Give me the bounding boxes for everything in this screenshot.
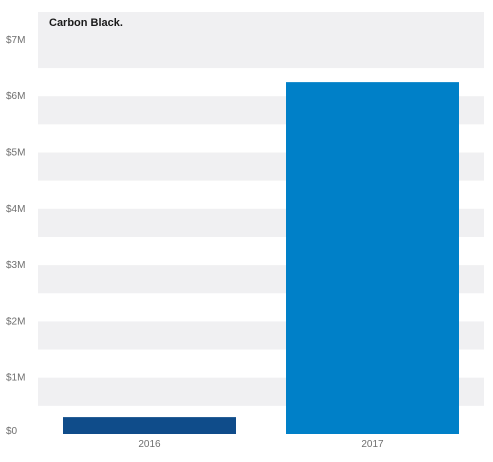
grid-band [38, 12, 484, 69]
y-tick-label: $6M [6, 91, 25, 102]
y-tick-label: $4M [6, 204, 25, 215]
bars [63, 82, 459, 434]
bar-2016[interactable] [63, 417, 236, 434]
x-tick-label-2016: 2016 [138, 439, 161, 450]
bar-2017[interactable] [286, 82, 459, 434]
x-tick-label-2017: 2017 [361, 439, 384, 450]
y-tick-label: $5M [6, 148, 25, 159]
y-axis-ticks: $0 $1M $2M $3M $4M $5M $6M $7M [6, 35, 25, 437]
y-tick-label: $1M [6, 373, 25, 384]
y-tick-label: $0 [6, 426, 18, 437]
y-tick-label: $2M [6, 316, 25, 327]
y-tick-label: $3M [6, 260, 25, 271]
y-tick-label: $7M [6, 35, 25, 46]
chart-title: Carbon Black. [49, 17, 123, 29]
x-axis-ticks: 2016 2017 [138, 439, 384, 450]
